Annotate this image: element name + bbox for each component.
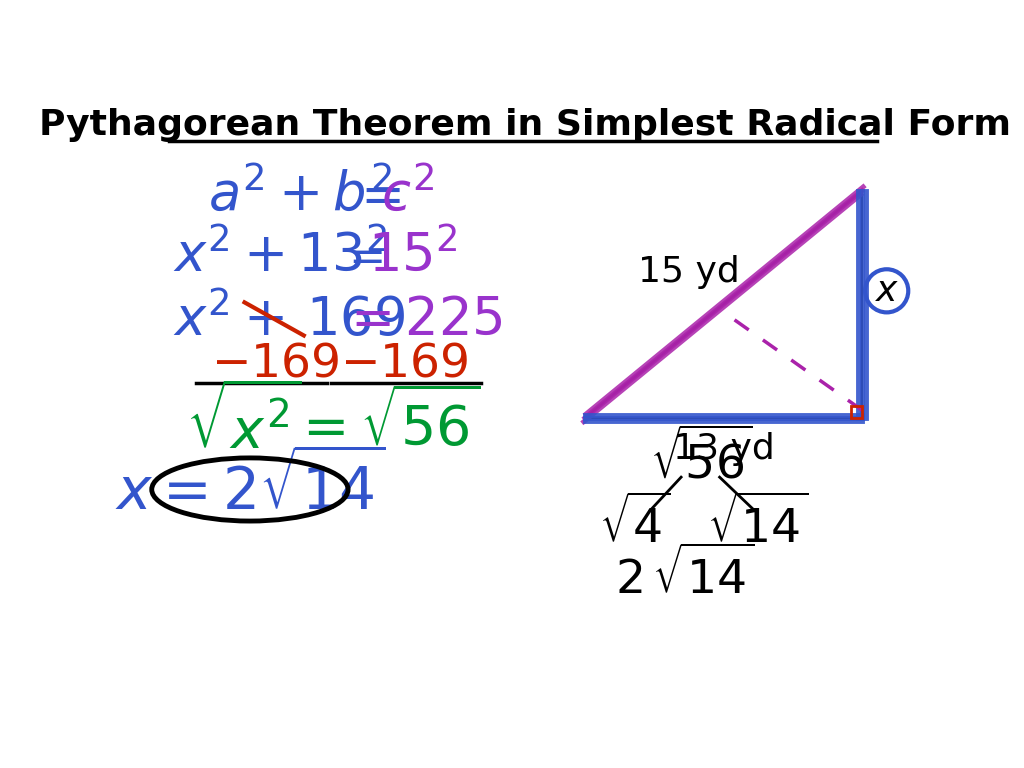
Text: $2\,\sqrt{14}$: $2\,\sqrt{14}$ — [615, 549, 755, 605]
Text: $=\sqrt{56}$: $=\sqrt{56}$ — [292, 389, 480, 457]
Text: $=$: $=$ — [350, 168, 401, 220]
Text: $\sqrt{56}$: $\sqrt{56}$ — [650, 431, 754, 490]
Bar — [851, 406, 862, 418]
Text: 15 yd: 15 yd — [638, 254, 739, 289]
Text: $=$: $=$ — [340, 235, 383, 278]
Text: $x^2+\,169$: $x^2+\,169$ — [173, 293, 406, 346]
Text: $\sqrt{14}$: $\sqrt{14}$ — [708, 498, 809, 554]
Text: $c^2$: $c^2$ — [381, 168, 434, 220]
Text: $\sqrt{x^2}$: $\sqrt{x^2}$ — [186, 386, 301, 460]
Text: $x=2\sqrt{14}$: $x=2\sqrt{14}$ — [115, 452, 385, 522]
Text: $a^2+b^2$: $a^2+b^2$ — [208, 168, 391, 220]
Text: Pythagorean Theorem in Simplest Radical Form: Pythagorean Theorem in Simplest Radical … — [39, 108, 1011, 142]
Text: $15^2$: $15^2$ — [368, 230, 458, 282]
Text: 13 yd: 13 yd — [673, 432, 774, 465]
Text: $-169$: $-169$ — [340, 342, 468, 386]
Text: $x^2+13^2$: $x^2+13^2$ — [173, 230, 387, 282]
Text: $\sqrt{4}$: $\sqrt{4}$ — [599, 498, 671, 554]
Text: $=225$: $=225$ — [340, 294, 503, 346]
Text: $-169$: $-169$ — [211, 342, 340, 386]
Text: $x$: $x$ — [876, 274, 900, 308]
